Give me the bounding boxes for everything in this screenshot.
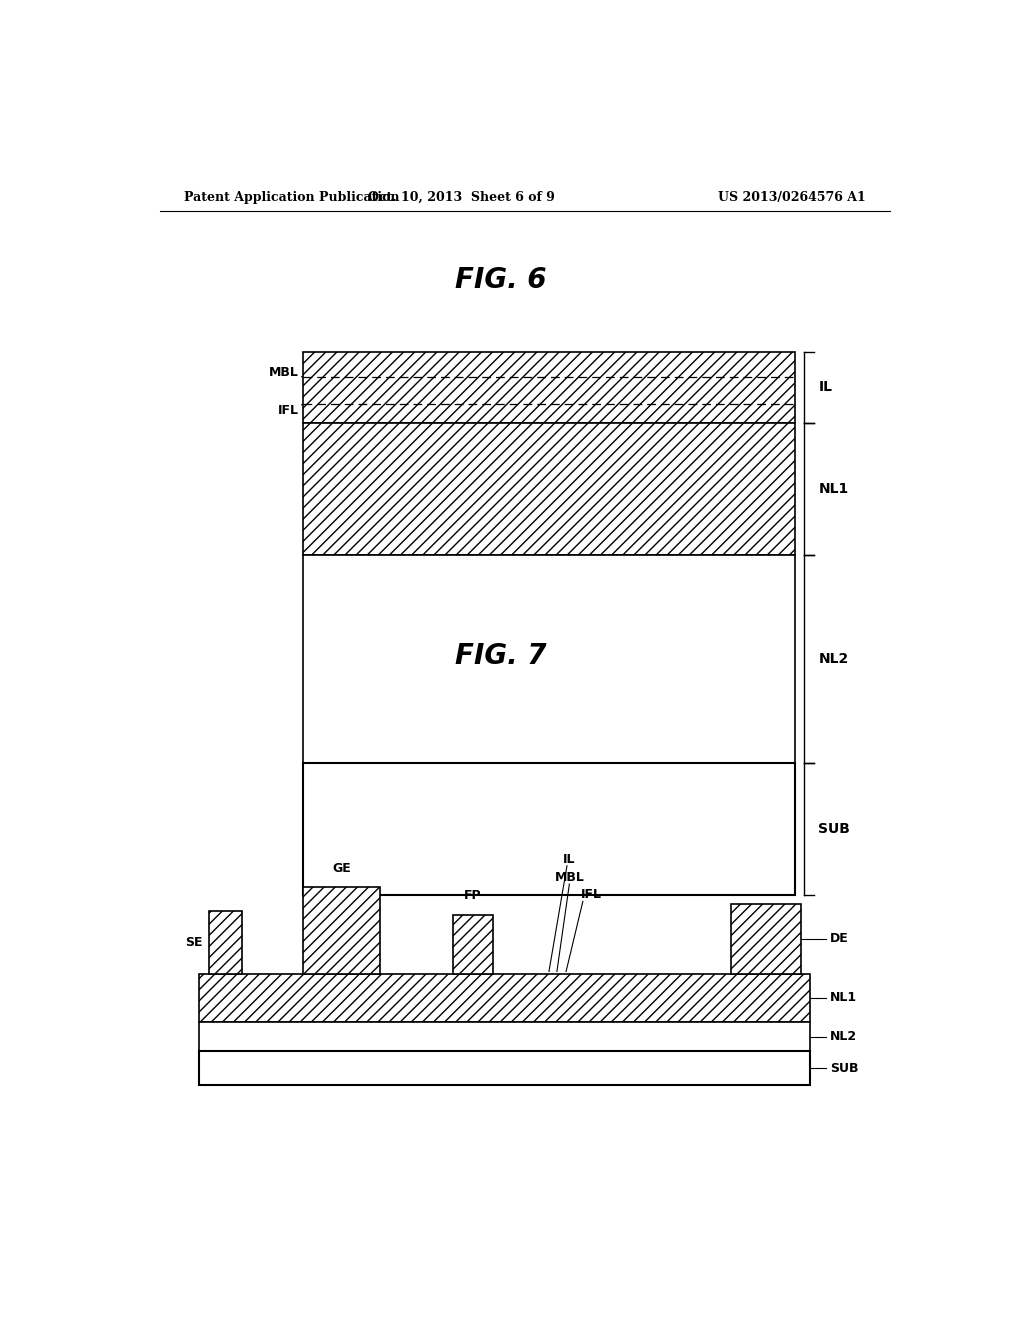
Bar <box>200 974 811 1022</box>
Text: SUB: SUB <box>818 822 850 837</box>
Bar <box>731 904 802 974</box>
Text: FP: FP <box>464 890 481 903</box>
Text: IFL: IFL <box>278 404 303 417</box>
Text: NL1: NL1 <box>830 991 857 1005</box>
Text: NL2: NL2 <box>830 1030 857 1043</box>
Text: IFL: IFL <box>581 888 601 902</box>
Bar <box>200 1051 811 1085</box>
Text: US 2013/0264576 A1: US 2013/0264576 A1 <box>718 190 866 203</box>
Text: IL: IL <box>563 853 575 866</box>
Text: Oct. 10, 2013  Sheet 6 of 9: Oct. 10, 2013 Sheet 6 of 9 <box>368 190 555 203</box>
Bar <box>453 915 493 974</box>
Text: FIG. 7: FIG. 7 <box>456 643 547 671</box>
Bar <box>303 763 795 895</box>
Bar <box>303 351 795 422</box>
Text: NL2: NL2 <box>818 652 849 667</box>
Text: FIG. 6: FIG. 6 <box>456 267 547 294</box>
Text: NL1: NL1 <box>818 482 849 496</box>
Bar <box>303 554 795 763</box>
Bar <box>303 887 380 974</box>
Text: GE: GE <box>332 862 351 875</box>
Bar <box>209 911 243 974</box>
Text: MBL: MBL <box>555 871 585 884</box>
Text: SE: SE <box>184 936 203 949</box>
Text: SUB: SUB <box>830 1061 859 1074</box>
Bar <box>303 422 795 554</box>
Bar <box>200 1022 811 1051</box>
Text: DE: DE <box>830 932 849 945</box>
Text: IL: IL <box>818 380 833 395</box>
Text: Patent Application Publication: Patent Application Publication <box>183 190 399 203</box>
Text: MBL: MBL <box>268 367 303 379</box>
